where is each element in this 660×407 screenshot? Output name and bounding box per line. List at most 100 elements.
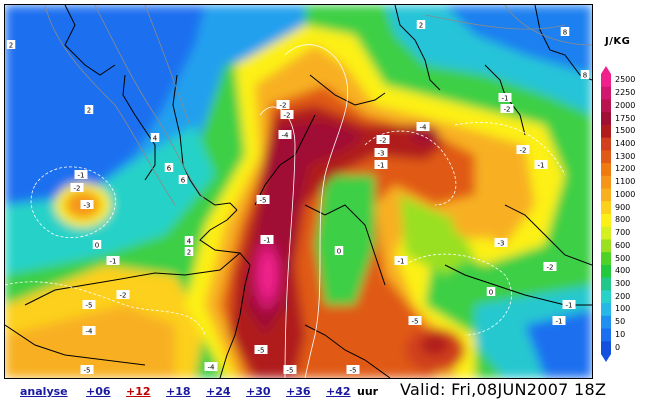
legend-level-label: 10 <box>615 329 626 339</box>
legend-level-label: 2250 <box>615 88 636 98</box>
contour-label: -2 <box>520 147 527 155</box>
link-plus36[interactable]: +36 <box>286 385 311 398</box>
contour-label: -3 <box>498 240 505 248</box>
legend-level-label: 800 <box>615 215 631 225</box>
legend-level-label: 700 <box>615 228 631 238</box>
contour-label: 4 <box>153 135 158 143</box>
contour-label: -5 <box>260 197 267 205</box>
link-plus18[interactable]: +18 <box>166 385 191 398</box>
contour-label: -5 <box>350 367 357 375</box>
contour-label: 4 <box>187 238 192 246</box>
link-plus12[interactable]: +12 <box>126 385 151 398</box>
contour-label: 6 <box>181 177 186 185</box>
legend-level-label: 1100 <box>615 177 636 187</box>
contour-label: 2 <box>87 107 91 115</box>
contour-label: -1 <box>556 318 563 326</box>
contour-label: 8 <box>563 29 567 37</box>
contour-label: -5 <box>258 347 265 355</box>
legend-level-label: 2500 <box>615 75 636 85</box>
contour-label: -4 <box>86 328 94 336</box>
legend-level-label: 1200 <box>615 164 636 174</box>
legend-swatch <box>601 99 611 113</box>
contour-label: 2 <box>419 22 423 30</box>
legend-swatch <box>601 341 611 355</box>
contour-label: 0 <box>489 289 493 297</box>
link-analyse[interactable]: analyse <box>20 385 68 398</box>
contour-label: -1 <box>502 95 509 103</box>
legend-swatch <box>601 175 611 190</box>
legend-level-label: 400 <box>615 266 631 276</box>
bottom-bar: analyse +06 +12 +18 +24 +30 +36 +42 uur … <box>0 378 660 407</box>
legend-swatch <box>601 163 611 177</box>
legend-color-bar <box>601 66 611 362</box>
contour-label: 0 <box>337 248 341 256</box>
legend-level-label: 1750 <box>615 113 636 123</box>
contour-label: 2 <box>187 249 191 257</box>
legend-level-label: 2000 <box>615 100 636 110</box>
legend-level-label: 600 <box>615 240 631 250</box>
contour-label: -1 <box>538 162 545 170</box>
legend-swatch <box>601 124 611 139</box>
legend-level-label: 0 <box>615 342 621 352</box>
legend-level-label: 500 <box>615 253 631 263</box>
contour-label: -1 <box>566 302 573 310</box>
legend-level-label: 1300 <box>615 151 636 161</box>
legend-swatch <box>601 277 611 291</box>
legend-swatch <box>601 201 611 215</box>
contour-label: -1 <box>78 172 85 180</box>
contour-label: 0 <box>95 242 99 250</box>
legend-swatch <box>601 264 611 279</box>
contour-label: -1 <box>398 258 405 266</box>
legend-swatch <box>601 137 611 151</box>
cape-map: -2 -2 -4 -5 -1 -5 -5 -2 -3 -1 -4 -1 -2 -2 -1 -3 -2 -1 -1 -5… <box>4 4 593 379</box>
link-plus30[interactable]: +30 <box>246 385 271 398</box>
legend-swatch <box>601 315 611 330</box>
contour-label: -2 <box>280 102 287 110</box>
legend-swatch <box>601 188 611 202</box>
legend-swatch <box>601 290 611 304</box>
contour-label: -2 <box>74 185 81 193</box>
legend-level-label: 1400 <box>615 139 636 148</box>
legend-swatch <box>601 303 611 317</box>
legend-level-label: 200 <box>615 291 631 301</box>
contour-label: -5 <box>412 318 419 326</box>
link-plus24[interactable]: +24 <box>206 385 231 398</box>
cape-legend: J/KG 2500 2250 2000 1750 1500 1400 1300 1200 110… <box>593 4 660 377</box>
valid-time: Valid: Fri,08JUN2007 18Z <box>400 380 607 399</box>
contour-label: -2 <box>504 106 511 114</box>
contour-label: 2 <box>9 42 13 50</box>
contour-label: -3 <box>84 202 91 210</box>
contour-label: -5 <box>86 302 93 310</box>
contour-label: 8 <box>583 72 587 80</box>
legend-level-label: 1000 <box>615 189 636 199</box>
legend-swatch <box>601 214 611 228</box>
contour-label: -5 <box>287 367 294 375</box>
contour-label: -1 <box>264 237 271 245</box>
legend-swatch <box>601 150 611 164</box>
legend-unit: J/KG <box>605 36 631 47</box>
legend-swatch <box>601 252 611 266</box>
contour-label: -4 <box>420 124 428 132</box>
legend-level-label: 1500 <box>615 126 636 136</box>
contour-label: 6 <box>167 165 172 173</box>
contour-label: -4 <box>208 364 216 372</box>
link-plus42[interactable]: +42 <box>326 385 351 398</box>
legend-swatch <box>601 74 611 88</box>
legend-swatch <box>601 86 611 100</box>
legend-swatch <box>601 226 611 240</box>
contour-label: -1 <box>110 258 117 266</box>
legend-swatch <box>601 112 611 126</box>
contour-label: -1 <box>378 162 385 170</box>
legend-level-label: 50 <box>615 317 626 327</box>
link-plus06[interactable]: +06 <box>86 385 111 398</box>
contour-label: -5 <box>84 367 91 375</box>
legend-level-label: 300 <box>615 279 631 288</box>
legend-level-label: 100 <box>615 304 631 314</box>
contour-label: -3 <box>378 150 385 158</box>
contour-label: -2 <box>284 112 291 120</box>
contour-label: -4 <box>282 132 290 140</box>
hours-label: uur <box>357 385 379 398</box>
legend-level-label: 900 <box>615 202 631 212</box>
contour-label: -2 <box>380 137 387 145</box>
contour-label: -2 <box>547 264 554 272</box>
